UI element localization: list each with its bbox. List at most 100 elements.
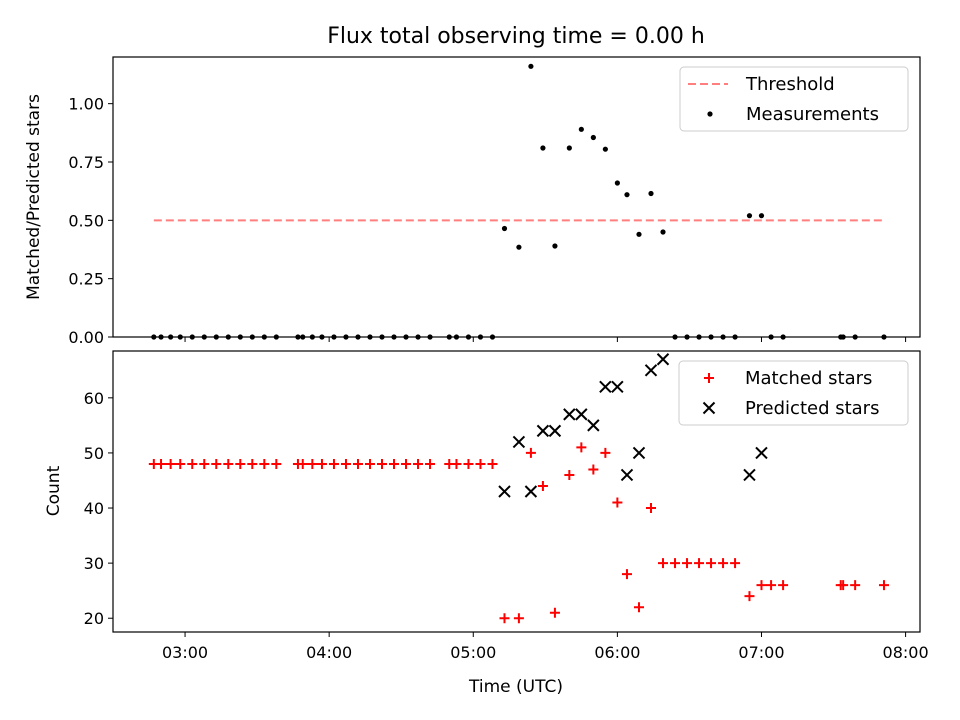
matched-point (297, 458, 308, 469)
measurement-point (501, 225, 508, 232)
measurement-point (566, 145, 572, 151)
matched-point (451, 458, 462, 469)
matched-point (744, 591, 755, 602)
predicted-point (575, 408, 588, 421)
matched-point (706, 558, 717, 569)
chart-title: Flux total observing time = 0.00 h (327, 24, 705, 49)
bottom-x-tick-label: 05:00 (450, 643, 496, 662)
matched-point (564, 469, 575, 480)
bottom-y-tick-label: 60 (84, 389, 104, 408)
matched-point (718, 558, 729, 569)
matched-point (199, 458, 210, 469)
matched-point (513, 613, 524, 624)
measurement-point (746, 213, 753, 219)
matched-point (328, 458, 339, 469)
matched-point (389, 458, 400, 469)
predicted-point (611, 380, 624, 394)
matched-point (694, 558, 705, 569)
measurement-point (624, 192, 630, 198)
matched-point (730, 558, 741, 569)
bottom-y-tick-label: 40 (84, 499, 104, 518)
matched-point (756, 580, 767, 591)
legend-measurement-swatch (707, 111, 713, 117)
legend-label: Matched stars (745, 368, 872, 389)
predicted-point (563, 408, 576, 421)
measurement-point (590, 134, 596, 141)
bottom-x-tick-label: 08:00 (883, 643, 929, 662)
matched-point (156, 458, 167, 469)
matched-point (670, 558, 681, 569)
predicted-point (743, 468, 756, 482)
predicted-point (587, 419, 600, 432)
matched-point (425, 458, 436, 469)
matched-point (211, 458, 222, 469)
bottom-x-tick-label: 06:00 (594, 643, 640, 662)
matched-point (878, 580, 889, 591)
matched-point (316, 458, 327, 469)
matched-point (621, 569, 632, 580)
legend-box (678, 360, 909, 426)
matched-point (612, 497, 623, 508)
matched-point (247, 458, 258, 469)
measurement-point (552, 243, 558, 249)
top-y-tick-label: 0.50 (68, 211, 104, 230)
bottom-y-axis-label: Count (44, 465, 64, 516)
bottom-x-tick-label: 07:00 (738, 643, 784, 662)
matched-point (646, 503, 656, 514)
matched-point (766, 580, 777, 591)
legend-box (679, 66, 909, 132)
matched-point (682, 558, 693, 569)
predicted-point (644, 364, 658, 377)
matched-point (499, 613, 510, 624)
predicted-point (656, 353, 670, 366)
predicted-point (498, 485, 511, 498)
predicted-point (620, 468, 634, 482)
top-axes-frame (112, 56, 921, 338)
top-y-tick-label: 0.00 (68, 328, 104, 347)
predicted-point (599, 380, 612, 394)
matched-point (223, 458, 234, 469)
legend-predicted-swatch (702, 401, 716, 415)
bottom-y-tick-label: 50 (84, 444, 104, 463)
matched-point (175, 458, 186, 469)
matched-point (377, 458, 387, 469)
bottom-x-tick-label: 04:00 (306, 643, 352, 662)
top-y-axis-label: Matched/Predicted stars (24, 94, 44, 300)
matched-point (633, 602, 644, 613)
matched-point (271, 458, 282, 469)
matched-point (352, 458, 363, 469)
matched-point (463, 458, 474, 469)
legend-label: Threshold (745, 74, 835, 95)
predicted-point (536, 424, 550, 438)
matched-point (187, 458, 198, 469)
matched-point (525, 447, 536, 458)
bottom-axes-frame (112, 350, 921, 633)
matched-point (165, 458, 176, 469)
matched-point (600, 447, 611, 458)
matched-point (259, 458, 270, 469)
measurement-point (614, 180, 620, 186)
measurement-point (648, 190, 654, 197)
matched-point (549, 607, 560, 618)
matched-point (778, 580, 789, 591)
measurement-point (636, 231, 642, 237)
matched-point (576, 442, 587, 453)
measurement-point (660, 229, 666, 235)
bottom-y-tick-label: 30 (84, 554, 104, 573)
bottom-panel: 20 30 40 50 60 03:00 04:00 05:00 06:00 07:00 08:00… (84, 350, 929, 662)
predicted-point (524, 485, 538, 498)
predicted-point (512, 435, 526, 449)
legend-label: Predicted stars (745, 398, 879, 419)
matched-point (658, 558, 669, 569)
matched-point (588, 464, 599, 475)
measurement-point (516, 244, 522, 250)
matched-point (413, 458, 424, 469)
x-axis-label: Time (UTC) (468, 677, 563, 697)
measurement-point (528, 63, 534, 69)
matched-point (340, 458, 351, 469)
matched-point (401, 458, 412, 469)
predicted-point (632, 446, 646, 460)
matched-point (850, 580, 861, 591)
measurement-point (578, 126, 584, 132)
